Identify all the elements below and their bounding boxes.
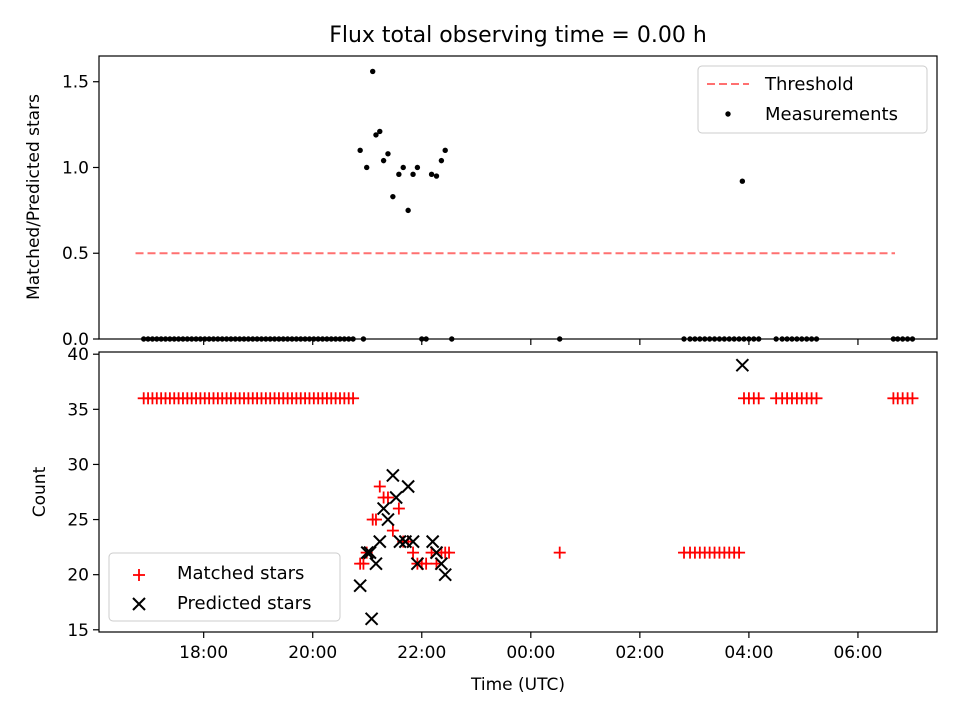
ratio-y-tick-label: 1.5 <box>62 73 89 93</box>
predicted-star-marker <box>406 534 420 549</box>
predicted-stars-legend-swatch <box>132 597 146 611</box>
measurement-point <box>369 68 376 75</box>
measurement-point <box>400 164 406 171</box>
counts-panel: 15 20 25 30 35 40 18:00 20:00 22:00 00:00 02:00 04… <box>30 345 938 695</box>
measurement-point <box>373 132 379 138</box>
predicted-star-marker <box>434 556 449 571</box>
ratio-y-tick-label: 0.0 <box>62 330 89 350</box>
time-x-tick-label: 02:00 <box>615 643 664 663</box>
matched-stars-series <box>137 392 919 570</box>
predicted-star-marker <box>376 501 391 516</box>
predicted-stars-series <box>353 358 750 626</box>
measurement-point <box>390 193 396 200</box>
predicted-star-marker <box>393 534 407 549</box>
counts-axes-frame <box>98 351 938 633</box>
matched-star-marker <box>906 392 919 405</box>
time-x-tick-label: 22:00 <box>397 643 446 663</box>
ratio-y-tick-label: 0.5 <box>62 244 89 264</box>
ratio-y-ticks: 0.0 0.5 1.0 1.5 <box>62 73 99 350</box>
measurement-point <box>428 171 435 178</box>
predicted-star-marker <box>401 479 415 494</box>
time-x-axis-label: Time (UTC) <box>470 675 565 695</box>
matched-star-marker <box>357 557 370 570</box>
counts-y-tick-label: 35 <box>67 400 89 420</box>
measurement-point <box>380 157 387 164</box>
matched-star-marker <box>369 513 382 526</box>
measurement-point <box>396 171 402 178</box>
predicted-star-marker <box>373 534 387 549</box>
measurement-point <box>739 178 746 184</box>
figure-title: Flux total observing time = 0.00 h <box>329 23 707 48</box>
ratio-y-axis-label: Matched/Predicted stars <box>24 94 44 300</box>
time-x-tick-label: 04:00 <box>724 643 773 663</box>
predicted-star-marker <box>364 612 379 626</box>
measurement-point <box>357 147 363 154</box>
counts-y-tick-label: 40 <box>67 345 89 365</box>
predicted-star-marker <box>438 567 452 582</box>
matched-star-marker <box>553 546 566 559</box>
ratio-panel: 0.0 0.5 1.0 1.5 Matched/Predicted stars Thr… <box>24 55 938 350</box>
measurements-legend-label: Measurements <box>765 104 898 125</box>
ratio-y-tick-label: 1.0 <box>62 158 89 178</box>
ratio-axes-frame <box>98 55 938 340</box>
predicted-star-marker <box>369 556 383 571</box>
counts-y-ticks: 15 20 25 30 35 40 <box>67 345 99 641</box>
predicted-star-marker <box>360 545 374 560</box>
matched-star-marker <box>392 502 405 515</box>
predicted-star-marker <box>410 556 425 571</box>
counts-legend: Matched stars Predicted stars <box>108 552 341 622</box>
time-x-tick-label: 00:00 <box>506 643 555 663</box>
measurement-point <box>442 147 448 154</box>
predicted-stars-legend-label: Predicted stars <box>177 593 311 614</box>
measurements-legend-swatch <box>725 111 731 117</box>
ratio-legend-box <box>697 65 928 134</box>
predicted-star-marker <box>429 545 444 560</box>
counts-y-axis-label: Count <box>30 466 50 517</box>
matched-stars-legend-swatch <box>133 569 145 581</box>
time-x-tick-label: 06:00 <box>833 643 882 663</box>
measurement-point <box>410 171 416 178</box>
measurement-point <box>364 164 370 171</box>
predicted-star-marker <box>363 545 377 560</box>
counts-y-tick-label: 20 <box>67 566 89 586</box>
ratio-x-ticks <box>203 339 859 345</box>
counts-x-ticks: 18:00 20:00 22:00 00:00 02:00 04:00 06:00 <box>179 632 882 663</box>
ratio-legend: Threshold Measurements <box>697 65 928 134</box>
measurement-point <box>433 173 440 179</box>
matched-star-marker <box>386 524 399 537</box>
matched-star-marker <box>381 491 394 504</box>
matched-star-marker <box>420 557 433 570</box>
matched-star-marker <box>810 392 823 405</box>
measurement-point <box>438 157 445 164</box>
counts-legend-box <box>108 552 341 622</box>
threshold-legend-label: Threshold <box>764 74 854 95</box>
predicted-star-marker <box>735 358 750 372</box>
predicted-star-marker <box>386 468 400 483</box>
matched-stars-legend-label: Matched stars <box>177 563 304 584</box>
predicted-star-marker <box>389 490 403 505</box>
matched-star-marker <box>733 546 746 559</box>
matched-star-marker <box>347 392 360 405</box>
measurement-point <box>414 164 421 171</box>
predicted-star-marker <box>353 578 367 593</box>
matched-star-marker <box>373 480 386 493</box>
counts-y-tick-label: 25 <box>67 511 89 531</box>
measurement-point <box>405 207 411 214</box>
matched-star-marker <box>407 546 420 559</box>
counts-y-tick-label: 15 <box>67 621 89 641</box>
matched-star-marker <box>443 546 456 559</box>
predicted-star-marker <box>425 534 440 549</box>
measurement-point <box>385 151 391 157</box>
counts-plot-area <box>137 358 919 626</box>
time-x-tick-label: 20:00 <box>288 643 337 663</box>
predicted-star-marker <box>381 512 395 527</box>
matched-star-marker <box>752 392 765 405</box>
counts-y-tick-label: 30 <box>67 455 89 475</box>
time-x-tick-label: 18:00 <box>179 643 228 663</box>
measurement-point <box>377 128 383 135</box>
measurements-series <box>141 68 916 342</box>
